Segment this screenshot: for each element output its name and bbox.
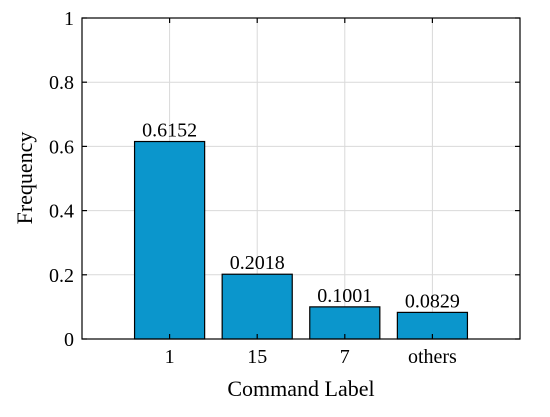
- x-tick-label-1: 1: [165, 346, 175, 368]
- x-tick-label-others: others: [408, 346, 457, 368]
- data-label-7: 0.1001: [317, 285, 372, 307]
- tick-layer: [82, 17, 520, 340]
- y-axis-label: Frequency: [12, 132, 37, 225]
- y-tick-label: 1: [64, 8, 74, 30]
- y-tick-label: 0.4: [49, 201, 74, 223]
- data-label-1: 0.6152: [142, 120, 197, 142]
- plot-frame: [81, 17, 521, 340]
- x-axis-label: Command Label: [227, 376, 374, 401]
- x-tick-label-15: 15: [247, 346, 267, 368]
- y-tick-label: 0.8: [49, 72, 74, 94]
- label-layer: 0 0.2 0.4 0.6 0.8 1 0.6152 1 0.2018 15 0.1001 7 0.08…: [49, 8, 460, 368]
- data-label-15: 0.2018: [230, 252, 285, 274]
- bar-1: [133, 140, 206, 340]
- y-tick-label: 0.6: [49, 136, 74, 158]
- bar-15: [221, 273, 293, 340]
- x-tick-label-7: 7: [340, 346, 350, 368]
- y-tick-label: 0: [64, 329, 74, 351]
- y-tick-label: 0.2: [49, 265, 74, 287]
- data-label-others: 0.0829: [405, 290, 460, 312]
